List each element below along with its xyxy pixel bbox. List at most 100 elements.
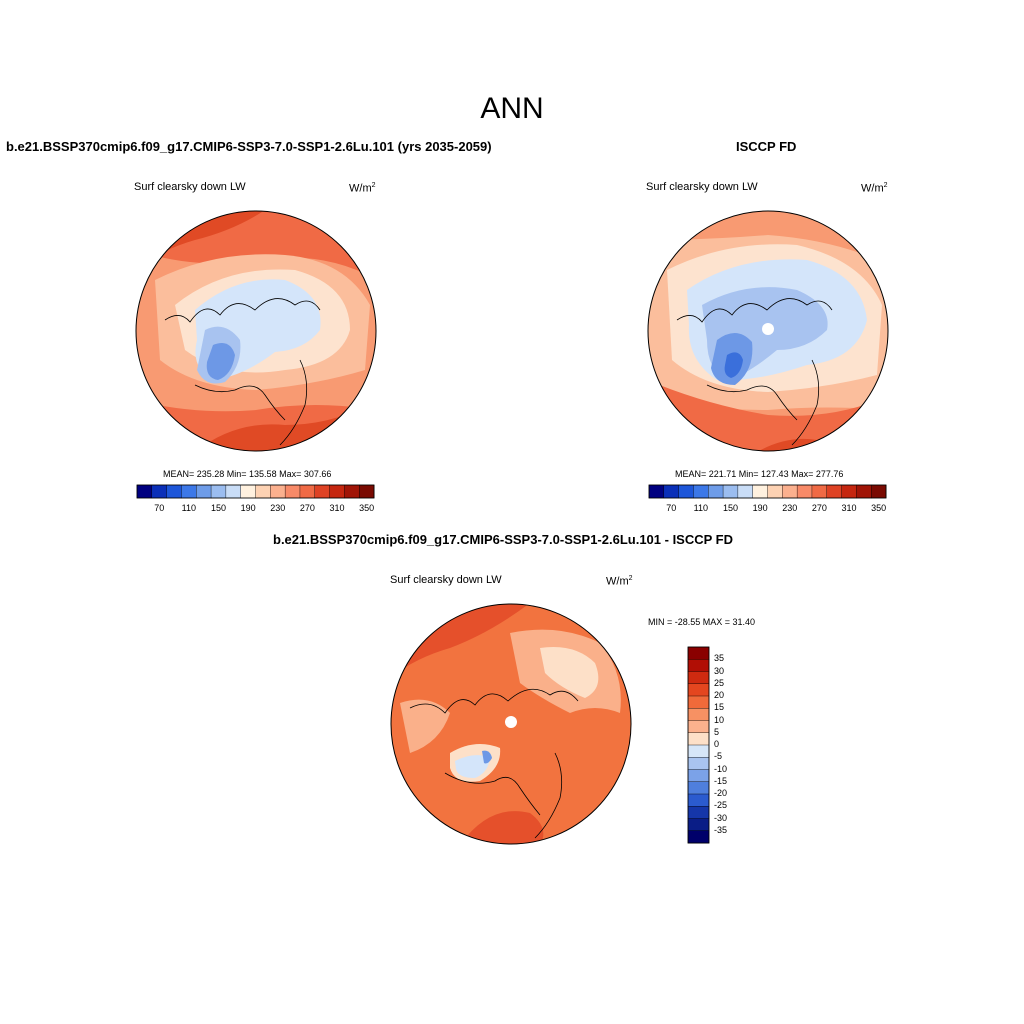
colorbar-swatch [151,484,168,499]
pole-hole [505,716,517,728]
colorbar-swatch [284,484,301,499]
colorbar-swatch [826,484,843,499]
colorbar-swatch [299,484,316,499]
colorbar-tick-label: 30 [714,665,725,676]
obs-colorbar [648,484,887,499]
model-colorbar-labels: 70 110 150 190 230 270 310 350 [137,503,374,515]
obs-variable-label: Surf clearsky down LW [646,181,758,193]
colorbar-swatch [687,659,710,673]
colorbar-swatch [314,484,331,499]
colorbar-swatch [663,484,680,499]
colorbar-swatch [687,757,710,771]
model-variable-label: Surf clearsky down LW [134,181,246,193]
colorbar-swatch [648,484,665,499]
colorbar-tick-label: 35 [714,653,725,664]
colorbar-swatch [687,683,710,697]
colorbar-swatch [255,484,271,499]
colorbar-swatch [841,484,857,499]
colorbar-tick-label: 310 [841,503,857,513]
colorbar-tick-label: 230 [782,503,798,513]
colorbar-swatch [796,484,813,499]
colorbar-swatch [687,646,710,660]
colorbar-tick-label: 25 [714,677,725,688]
colorbar-swatch [722,484,739,499]
model-polar-map [135,210,377,452]
colorbar-swatch [782,484,798,499]
obs-polar-map [647,210,889,452]
colorbar-tick-label: 190 [240,503,256,513]
model-units: W/m2 [349,182,376,195]
colorbar-swatch [687,671,710,685]
colorbar-tick-label: 110 [693,503,709,513]
colorbar-swatch [344,484,360,499]
colorbar-tick-label: 70 [666,503,677,513]
obs-stats: MEAN= 221.71 Min= 127.43 Max= 277.76 [675,469,844,479]
map-fill-ice [482,750,492,764]
model-colorbar [136,484,375,499]
figure-title: ANN [480,92,544,125]
diff-variable-label: Surf clearsky down LW [390,574,502,586]
colorbar-swatch [240,484,257,499]
model-stats: MEAN= 235.28 Min= 135.58 Max= 307.66 [163,469,332,479]
colorbar-tick-label: 10 [714,714,725,725]
colorbar-swatch [870,484,887,499]
colorbar-tick-label: 310 [329,503,345,513]
colorbar-swatch [687,769,710,783]
colorbar-swatch [693,484,709,499]
colorbar-tick-label: 190 [752,503,768,513]
colorbar-swatch [687,781,710,795]
colorbar-swatch [225,484,242,499]
colorbar-tick-label: 5 [714,726,720,737]
colorbar-tick-label: -15 [714,775,728,786]
coastline [676,298,833,446]
colorbar-swatch [687,732,710,746]
colorbar-tick-label: 70 [154,503,165,513]
colorbar-swatch [270,484,286,499]
map-fill-ice [206,342,235,380]
colorbar-swatch [811,484,828,499]
colorbar-swatch [767,484,783,499]
colorbar-swatch [687,695,710,709]
coastline [164,298,321,446]
pole-hole [762,323,774,335]
colorbar-swatch [687,720,710,734]
colorbar-tick-label: 270 [299,503,315,513]
colorbar-tick-label: -5 [714,751,723,762]
colorbar-swatch [687,744,710,758]
diff-colorbar [687,646,710,844]
colorbar-tick-label: 15 [714,702,725,713]
map-fill-ice [724,352,743,378]
colorbar-swatch [687,818,710,832]
obs-case-title: ISCCP FD [736,139,797,154]
colorbar-tick-label: -10 [714,763,728,774]
colorbar-tick-label: 20 [714,690,725,700]
colorbar-swatch [687,708,710,722]
colorbar-tick-label: 350 [359,503,375,513]
obs-units: W/m2 [861,182,888,195]
map-fill-ice [455,755,490,778]
diff-case-title: b.e21.BSSP370cmip6.f09_g17.CMIP6-SSP3-7.… [273,532,734,547]
colorbar-swatch [136,484,153,499]
colorbar-swatch [856,484,872,499]
colorbar-tick-label: 270 [811,503,827,513]
colorbar-tick-label: -35 [714,824,728,835]
colorbar-swatch [358,484,375,499]
colorbar-swatch [687,806,710,820]
colorbar-swatch [196,484,212,499]
colorbar-swatch [687,830,710,844]
colorbar-swatch [737,484,754,499]
model-case-title: b.e21.BSSP370cmip6.f09_g17.CMIP6-SSP3-7.… [6,139,492,154]
colorbar-tick-label: 150 [722,503,738,513]
colorbar-tick-label: 230 [270,503,286,513]
colorbar-tick-label: 110 [181,503,197,513]
colorbar-tick-label: 0 [714,739,720,749]
colorbar-tick-label: -20 [714,788,728,798]
colorbar-tick-label: -25 [714,800,728,811]
colorbar-tick-label: 150 [210,503,226,513]
colorbar-tick-label: -30 [714,812,728,823]
colorbar-swatch [181,484,197,499]
colorbar-swatch [166,484,182,499]
obs-colorbar-labels: 70 110 150 190 230 270 310 350 [649,503,886,515]
colorbar-tick-label: 350 [871,503,887,513]
diff-units: W/m2 [606,575,633,588]
